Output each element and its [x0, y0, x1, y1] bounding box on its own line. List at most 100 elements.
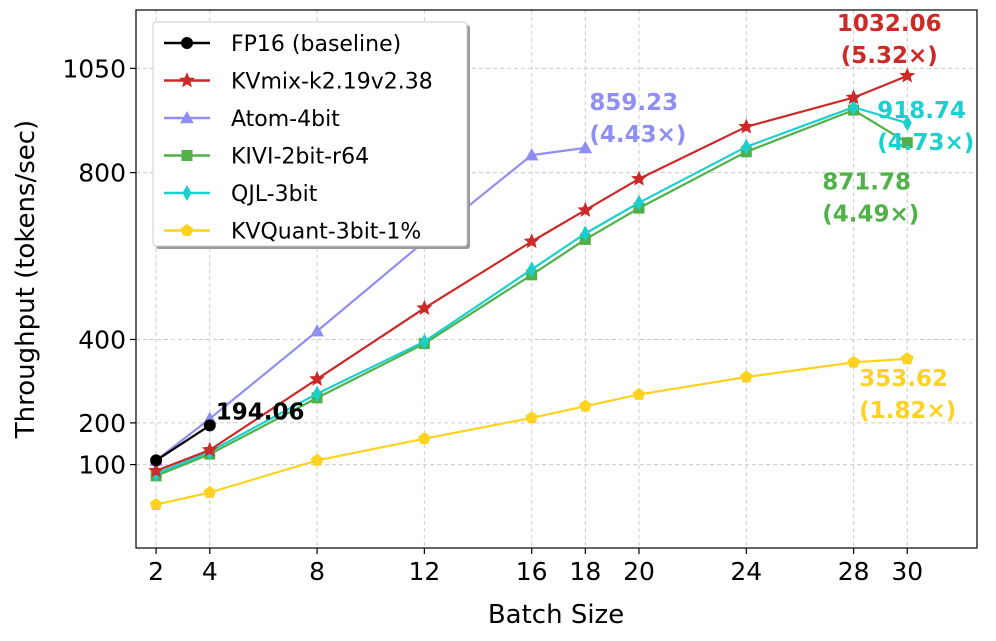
- legend-marker: [179, 72, 195, 88]
- y-tick-label: 400: [78, 325, 126, 354]
- annotation-line: 353.62: [859, 366, 948, 392]
- data-point: [899, 67, 916, 83]
- data-point: [203, 419, 216, 432]
- legend-entry-kvquant-3bit-1: KVQuant-3bit-1%: [164, 220, 421, 245]
- x-tick-label: 4: [202, 557, 218, 586]
- data-point: [527, 261, 537, 278]
- legend-entry-fp16-baseline: FP16 (baseline): [164, 32, 401, 57]
- annotation-line: 871.78: [822, 170, 911, 196]
- legend-entry-qjl-3bit: QJL-3bit: [164, 182, 318, 207]
- data-point: [901, 137, 913, 149]
- series-line: [155, 424, 211, 462]
- legend: FP16 (baseline) KVmix-k2.19v2.38 Atom-4bit…: [152, 21, 470, 249]
- data-point: [310, 324, 324, 337]
- data-point: [416, 299, 433, 315]
- legend-marker: [180, 110, 194, 124]
- data-point: [847, 355, 860, 368]
- legend-entry-kivi-2bit-r64: KIVI-2bit-r64: [164, 145, 369, 170]
- annotation-line: (4.73×): [877, 130, 974, 156]
- series-kvmix-k2-19v2-38: [148, 67, 916, 478]
- annotation-line: (1.82×): [859, 398, 956, 424]
- data-point: [632, 387, 646, 400]
- data-point: [741, 138, 751, 155]
- data-point: [577, 201, 594, 217]
- data-point: [738, 118, 755, 134]
- data-point: [150, 454, 163, 467]
- data-point: [631, 170, 647, 186]
- annotation-kvquant-3bit-1: 353.62 (1.82×): [859, 366, 956, 424]
- annotation-qjl-3bit: 918.74 (4.73×): [877, 98, 974, 156]
- annotation-fp16-baseline: 194.06: [216, 399, 305, 425]
- annotation-line: (4.43×): [589, 122, 686, 148]
- legend-label: KIVI-2bit-r64: [231, 145, 369, 170]
- data-point: [523, 233, 540, 249]
- annotation-line: 859.23: [589, 90, 678, 116]
- data-point: [579, 399, 592, 412]
- legend-marker: [181, 37, 193, 49]
- legend-marker: [180, 223, 194, 236]
- series-line: [155, 109, 908, 477]
- annotation-line: 194.06: [216, 399, 305, 425]
- data-point: [201, 441, 218, 457]
- data-point: [148, 462, 165, 478]
- series-line: [155, 106, 908, 475]
- data-point: [849, 99, 859, 116]
- x-tick-label: 20: [623, 557, 655, 586]
- series-fp16-baseline: [150, 419, 216, 467]
- data-point: [525, 411, 538, 424]
- x-tick-label: 24: [730, 557, 762, 586]
- plot-frame: [135, 9, 978, 549]
- y-tick-label: 800: [78, 159, 126, 188]
- data-series: [148, 67, 916, 510]
- x-tick-label: 8: [309, 557, 325, 586]
- legend-label: KVmix-k2.19v2.38: [231, 70, 433, 95]
- legend-entry-kvmix-k2-19v2-38: KVmix-k2.19v2.38: [164, 70, 433, 95]
- legend-label: QJL-3bit: [231, 182, 318, 207]
- x-tick-label: 12: [408, 557, 440, 586]
- legend-box: [152, 21, 468, 247]
- data-point: [149, 497, 163, 510]
- x-tick-label: 30: [891, 557, 923, 586]
- x-axis-title: Batch Size: [488, 600, 624, 630]
- x-tick-label: 16: [516, 557, 548, 586]
- data-point: [310, 453, 324, 466]
- legend-entry-atom-4bit: Atom-4bit: [164, 107, 340, 132]
- annotation-atom-4bit: 859.23 (4.43×): [589, 90, 686, 148]
- annotation-line: 1032.06: [837, 11, 942, 37]
- data-point: [845, 89, 862, 105]
- series-line: [155, 357, 908, 506]
- annotations: 194.06 859.23 (4.43×) 1032.06 (5.32×) 918.74 (…: [216, 11, 975, 425]
- data-point: [418, 432, 431, 445]
- data-point: [312, 385, 322, 402]
- y-tick-label: 1050: [62, 54, 126, 83]
- annotation-line: (4.49×): [822, 202, 919, 228]
- y-axis-title: Throughput (tokens/sec): [11, 120, 41, 439]
- data-point: [580, 225, 590, 242]
- data-point: [740, 370, 753, 383]
- annotation-kivi-2bit-r64: 871.78 (4.49×): [822, 170, 919, 228]
- data-point: [309, 370, 325, 386]
- legend-marker: [181, 150, 193, 161]
- annotation-line: (5.32×): [841, 43, 938, 69]
- y-tick-label: 100: [78, 451, 126, 480]
- data-point: [203, 485, 217, 498]
- data-point: [524, 148, 539, 161]
- x-tick-label: 18: [569, 557, 601, 586]
- data-point: [900, 352, 914, 365]
- data-point: [419, 333, 429, 350]
- series-kvquant-3bit-1: [149, 352, 914, 510]
- y-tick-label: 200: [78, 409, 126, 438]
- data-point: [902, 115, 912, 132]
- annotation-kvmix-k2-19v2-38: 1032.06 (5.32×): [837, 11, 942, 69]
- data-point: [578, 140, 593, 154]
- data-point: [634, 194, 644, 211]
- annotation-line: 918.74: [877, 98, 966, 124]
- legend-marker: [182, 184, 192, 202]
- series-line: [155, 74, 908, 472]
- series-line: [155, 146, 586, 462]
- legend-label: FP16 (baseline): [231, 32, 401, 57]
- x-tick-label: 28: [838, 557, 870, 586]
